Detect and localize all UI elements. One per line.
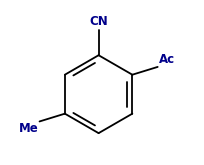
Text: CN: CN [89, 15, 108, 28]
Text: Me: Me [19, 122, 38, 135]
Text: Ac: Ac [158, 53, 174, 66]
